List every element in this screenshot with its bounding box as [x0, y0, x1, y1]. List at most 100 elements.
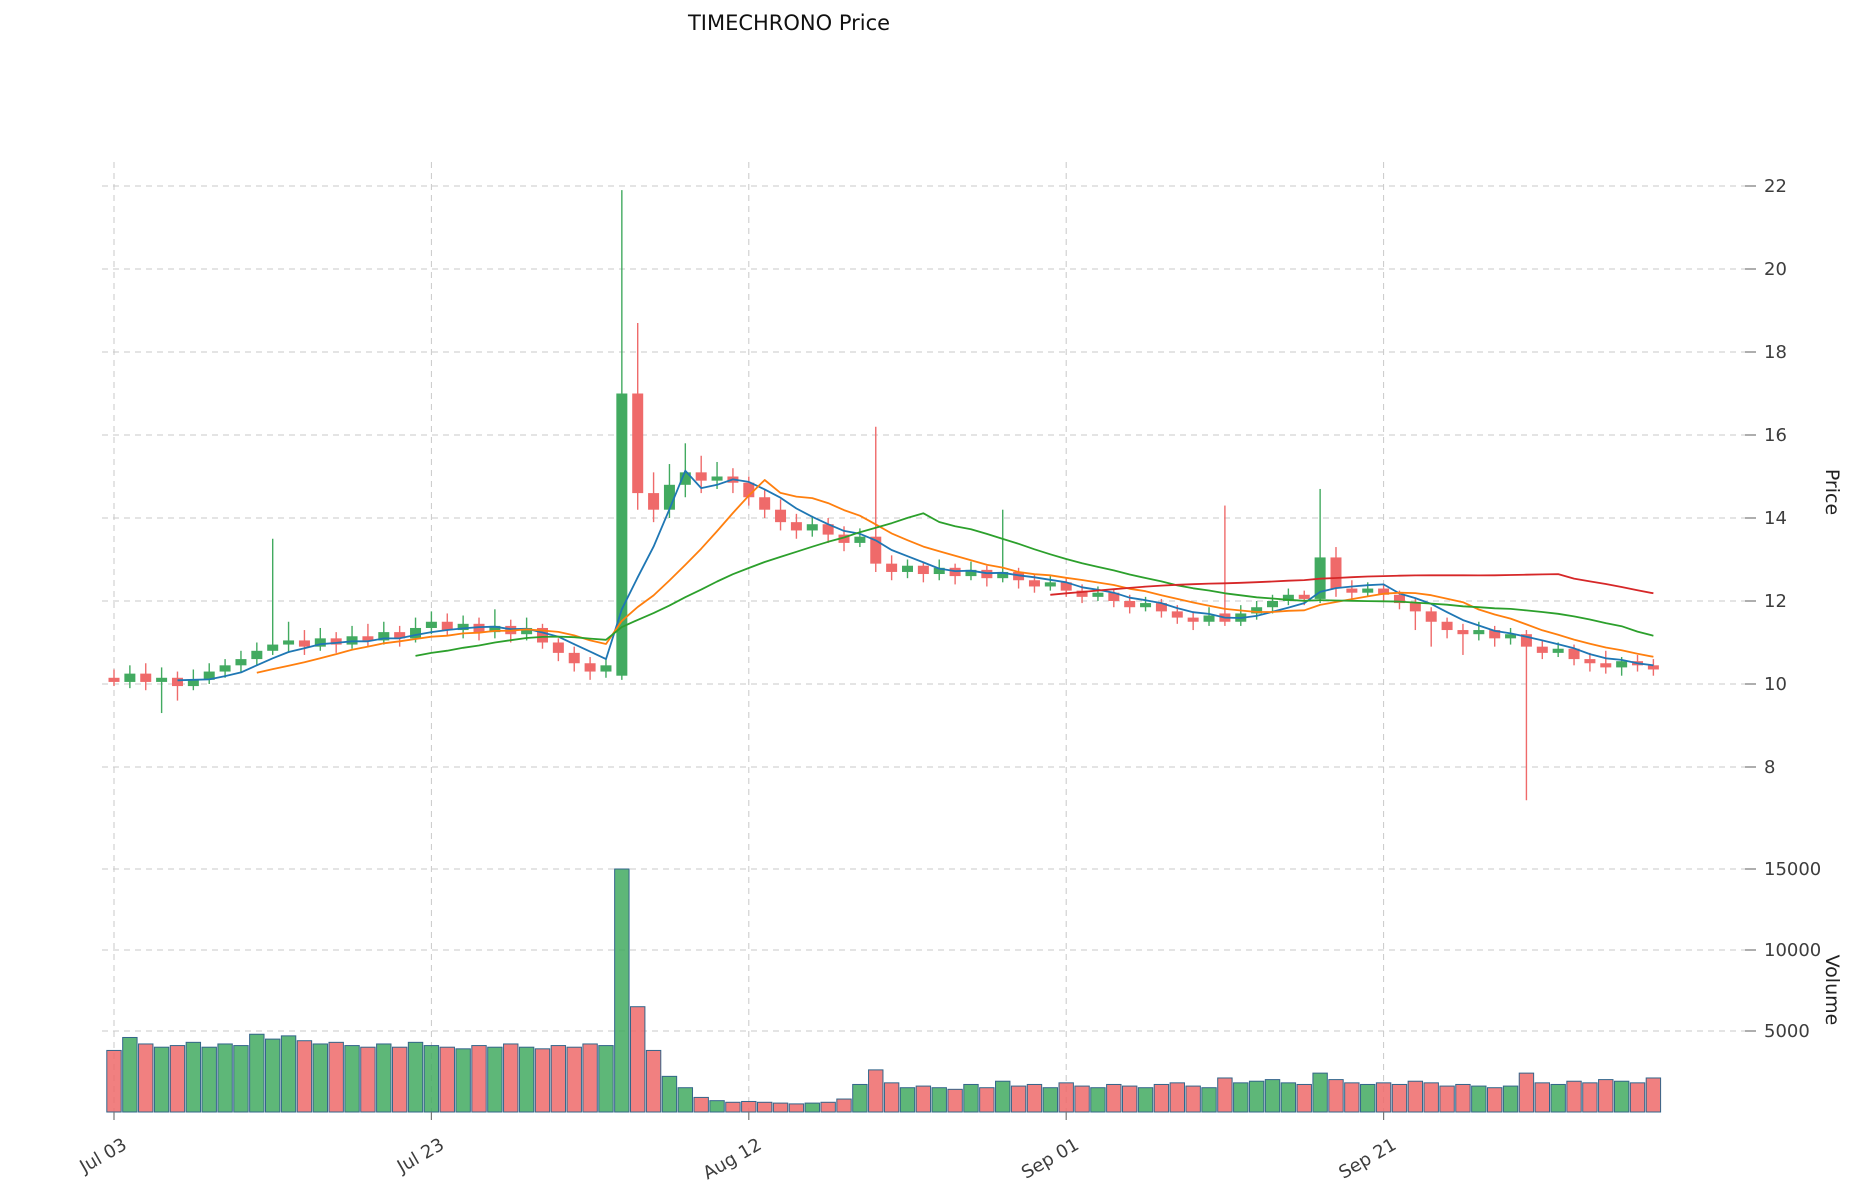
candle-body — [1267, 601, 1279, 608]
volume-bar — [153, 1046, 170, 1113]
candle-body — [775, 509, 787, 523]
candle-body — [362, 636, 374, 641]
candle-body — [822, 524, 834, 535]
volume-bar — [1137, 1087, 1154, 1113]
volume-bar — [883, 1082, 900, 1113]
candle-body — [1028, 580, 1040, 587]
candle-body — [298, 640, 310, 647]
volume-bar — [836, 1098, 852, 1113]
candle-body — [1536, 646, 1548, 653]
volume-bar — [471, 1045, 487, 1113]
volume-bar — [1121, 1085, 1138, 1113]
price-tick-label: 10 — [1764, 674, 1787, 695]
volume-bar — [1550, 1083, 1566, 1113]
volume-bar — [1598, 1079, 1614, 1113]
candle-body — [1505, 634, 1517, 639]
volume-bar — [582, 1043, 598, 1113]
volume-bar — [1106, 1083, 1122, 1113]
volume-bar — [217, 1043, 233, 1113]
volume-axis-label: Volume — [1821, 955, 1843, 1026]
volume-bar — [725, 1101, 741, 1113]
candle — [473, 617, 485, 641]
volume-bar — [709, 1100, 725, 1113]
candle — [140, 663, 152, 691]
volume-bar — [661, 1075, 678, 1113]
volume-bar — [1502, 1085, 1519, 1113]
candle-body — [648, 493, 660, 510]
candle-body — [536, 627, 548, 643]
volume-bar — [1439, 1085, 1455, 1113]
candle-body — [1584, 659, 1596, 664]
candle — [251, 642, 263, 666]
volume-bar — [1582, 1082, 1598, 1113]
volume-bar — [233, 1045, 249, 1113]
volume-bar — [1407, 1080, 1424, 1113]
volume-bar — [1296, 1083, 1312, 1113]
candle-body — [108, 677, 120, 682]
candle — [1203, 607, 1215, 626]
candle — [886, 555, 898, 581]
candle-body — [283, 640, 295, 645]
candle-body — [1298, 594, 1310, 599]
date-tick-label: Jul 23 — [393, 1134, 448, 1178]
candle — [822, 518, 834, 543]
volume-bar — [1153, 1083, 1170, 1113]
candle — [997, 509, 1009, 583]
candle-body — [759, 497, 771, 510]
candle — [203, 663, 215, 684]
candle — [759, 488, 771, 518]
candle-body — [235, 659, 247, 666]
volume-bar — [201, 1046, 217, 1113]
candle-body — [584, 663, 596, 672]
candle — [378, 621, 390, 645]
volume-bar — [106, 1049, 122, 1113]
volume-bar — [1645, 1077, 1662, 1113]
candle-body — [1092, 592, 1104, 597]
candle — [1235, 605, 1247, 626]
candle — [1505, 627, 1517, 645]
candle-body — [441, 621, 453, 631]
volume-bar — [122, 1036, 138, 1113]
candle — [441, 613, 453, 637]
volume-bar — [1042, 1087, 1059, 1113]
candle-body — [1441, 621, 1453, 631]
candle-body — [394, 632, 406, 639]
candle — [283, 621, 295, 653]
candle-body — [1171, 611, 1183, 618]
volume-bar — [360, 1046, 376, 1113]
volume-bar — [979, 1087, 995, 1113]
volume-bar — [756, 1101, 773, 1113]
candle-body — [1393, 594, 1405, 604]
axis-ticks: 8 10 12 14 16 18 20 22 5000 10000 15000 Jul 03 Jul 2… — [76, 176, 1822, 1184]
candle — [1044, 576, 1056, 591]
candle-body — [854, 536, 866, 543]
candle-body — [695, 472, 707, 481]
candle — [552, 638, 564, 662]
candle-body — [1330, 557, 1342, 589]
candle — [1489, 625, 1501, 647]
candle — [1282, 588, 1294, 606]
candle-body — [711, 476, 723, 481]
candle-body — [1457, 630, 1469, 635]
volume-bar — [899, 1087, 916, 1113]
candle-body — [1409, 603, 1421, 612]
volume-bar — [1629, 1082, 1646, 1113]
volume-bar — [1471, 1085, 1487, 1113]
volume-bar — [265, 1038, 281, 1113]
candle — [1108, 588, 1120, 608]
volume-bar — [868, 1069, 884, 1113]
price-tick-label: 12 — [1764, 591, 1787, 612]
volume-bar — [1058, 1082, 1074, 1113]
volume-bar — [1328, 1079, 1344, 1113]
candle — [489, 609, 501, 639]
candle — [314, 627, 326, 651]
candle — [648, 472, 660, 523]
volume-bar — [788, 1103, 805, 1113]
price-axis-label: Price — [1821, 469, 1843, 515]
candle — [1441, 617, 1453, 639]
candle-body — [330, 638, 342, 645]
ma-line-5 — [177, 469, 1654, 682]
candle — [156, 667, 168, 714]
candle-body — [1568, 648, 1580, 660]
